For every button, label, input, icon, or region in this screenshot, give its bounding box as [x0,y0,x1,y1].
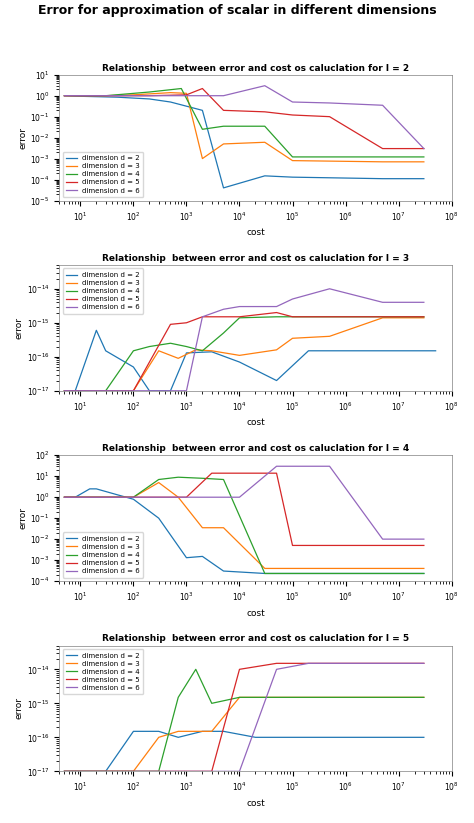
Title: Relationship  between error and cost os caluclation for l = 4: Relationship between error and cost os c… [102,444,409,453]
X-axis label: cost: cost [246,228,265,237]
Legend: dimension d = 2, dimension d = 3, dimension d = 4, dimension d = 5, dimension d : dimension d = 2, dimension d = 3, dimens… [63,151,144,197]
X-axis label: cost: cost [246,418,265,427]
X-axis label: cost: cost [246,609,265,618]
Legend: dimension d = 2, dimension d = 3, dimension d = 4, dimension d = 5, dimension d : dimension d = 2, dimension d = 3, dimens… [63,649,144,695]
X-axis label: cost: cost [246,799,265,808]
Y-axis label: error: error [15,317,24,339]
Y-axis label: error: error [15,697,24,719]
Y-axis label: error: error [18,507,27,529]
Title: Relationship  between error and cost os caluclation for l = 2: Relationship between error and cost os c… [102,63,409,72]
Title: Relationship  between error and cost os caluclation for l = 5: Relationship between error and cost os c… [102,635,409,644]
Y-axis label: error: error [18,127,27,149]
Legend: dimension d = 2, dimension d = 3, dimension d = 4, dimension d = 5, dimension d : dimension d = 2, dimension d = 3, dimens… [63,532,144,578]
Title: Relationship  between error and cost os caluclation for l = 3: Relationship between error and cost os c… [102,253,409,263]
Legend: dimension d = 2, dimension d = 3, dimension d = 4, dimension d = 5, dimension d : dimension d = 2, dimension d = 3, dimens… [63,268,144,314]
Text: Error for approximation of scalar in different dimensions: Error for approximation of scalar in dif… [38,4,436,17]
